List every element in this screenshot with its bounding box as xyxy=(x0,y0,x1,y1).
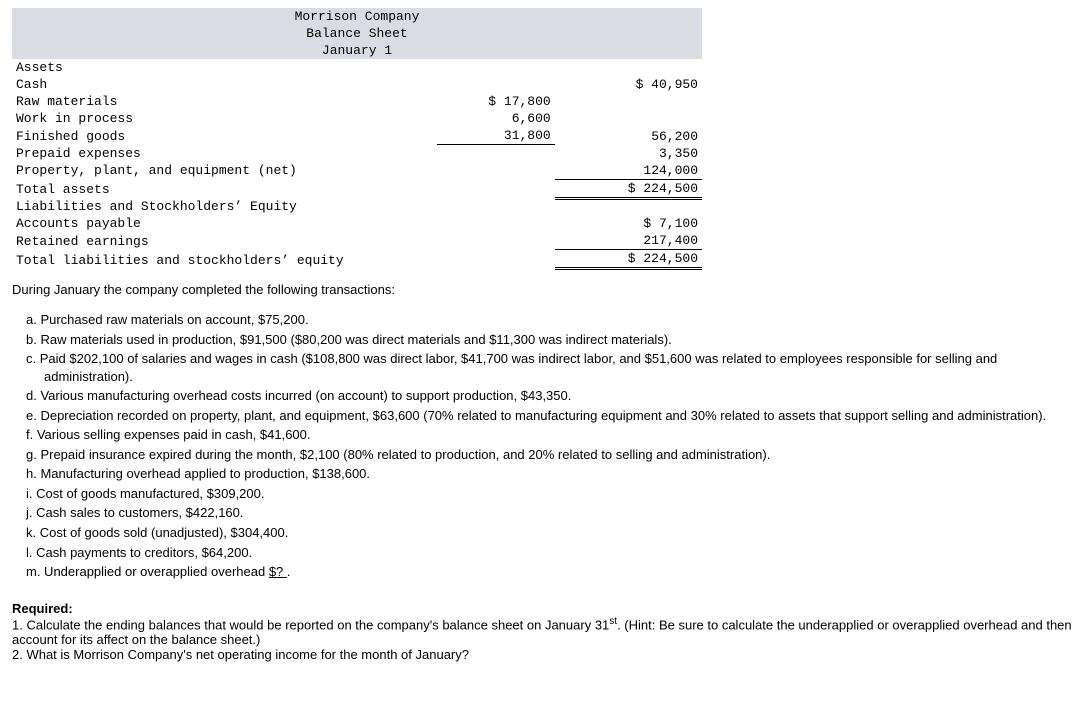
req1-a: 1. Calculate the ending balances that wo… xyxy=(12,617,609,632)
req1-sup: st xyxy=(609,616,617,627)
tx-m-blank: $? xyxy=(269,564,287,579)
tx-e: e. Depreciation recorded on property, pl… xyxy=(12,407,1080,425)
required-header: Required: xyxy=(12,601,1080,616)
fg-label: Finished goods xyxy=(12,127,437,145)
tx-m-post: . xyxy=(287,564,291,579)
tx-m: m. Underapplied or overapplied overhead … xyxy=(12,563,1080,581)
liab-header: Liabilities and Stockholders’ Equity xyxy=(12,198,437,215)
tx-a: a. Purchased raw materials on account, $… xyxy=(12,311,1080,329)
bs-date: January 1 xyxy=(12,42,702,59)
prepaid-label: Prepaid expenses xyxy=(12,145,437,162)
tx-k: k. Cost of goods sold (unadjusted), $304… xyxy=(12,524,1080,542)
tx-h: h. Manufacturing overhead applied to pro… xyxy=(12,465,1080,483)
total-le-value: $ 224,500 xyxy=(555,250,702,269)
wip-label: Work in process xyxy=(12,110,437,127)
re-value: 217,400 xyxy=(555,232,702,250)
tx-c: c. Paid $202,100 of salaries and wages i… xyxy=(12,350,1080,385)
transaction-list: a. Purchased raw materials on account, $… xyxy=(12,311,1080,581)
fg-value: 31,800 xyxy=(437,127,554,145)
rm-value: $ 17,800 xyxy=(437,93,554,110)
required-1: 1. Calculate the ending balances that wo… xyxy=(12,616,1080,647)
balance-sheet-table: Morrison Company Balance Sheet January 1… xyxy=(12,8,702,270)
tx-l: l. Cash payments to creditors, $64,200. xyxy=(12,544,1080,562)
tx-b: b. Raw materials used in production, $91… xyxy=(12,331,1080,349)
tx-i: i. Cost of goods manufactured, $309,200. xyxy=(12,485,1080,503)
bs-company: Morrison Company xyxy=(12,8,702,25)
tx-d: d. Various manufacturing overhead costs … xyxy=(12,387,1080,405)
ap-label: Accounts payable xyxy=(12,215,437,232)
wip-value: 6,600 xyxy=(437,110,554,127)
tx-g: g. Prepaid insurance expired during the … xyxy=(12,446,1080,464)
tx-f: f. Various selling expenses paid in cash… xyxy=(12,426,1080,444)
cash-label: Cash xyxy=(12,76,437,93)
total-assets-value: $ 224,500 xyxy=(555,179,702,198)
tx-j: j. Cash sales to customers, $422,160. xyxy=(12,504,1080,522)
inv-total: 56,200 xyxy=(555,127,702,145)
total-assets-label: Total assets xyxy=(12,179,437,198)
total-le-label: Total liabilities and stockholders’ equi… xyxy=(12,250,437,269)
assets-header: Assets xyxy=(12,59,437,76)
bs-title: Balance Sheet xyxy=(12,25,702,42)
ppe-label: Property, plant, and equipment (net) xyxy=(12,162,437,180)
rm-label: Raw materials xyxy=(12,93,437,110)
tx-m-pre: m. Underapplied or overapplied overhead xyxy=(26,564,269,579)
cash-value: $ 40,950 xyxy=(555,76,702,93)
ap-value: $ 7,100 xyxy=(555,215,702,232)
intro-text: During January the company completed the… xyxy=(12,282,1080,297)
prepaid-value: 3,350 xyxy=(555,145,702,162)
re-label: Retained earnings xyxy=(12,232,437,250)
required-2: 2. What is Morrison Company's net operat… xyxy=(12,647,1080,662)
ppe-value: 124,000 xyxy=(555,162,702,180)
